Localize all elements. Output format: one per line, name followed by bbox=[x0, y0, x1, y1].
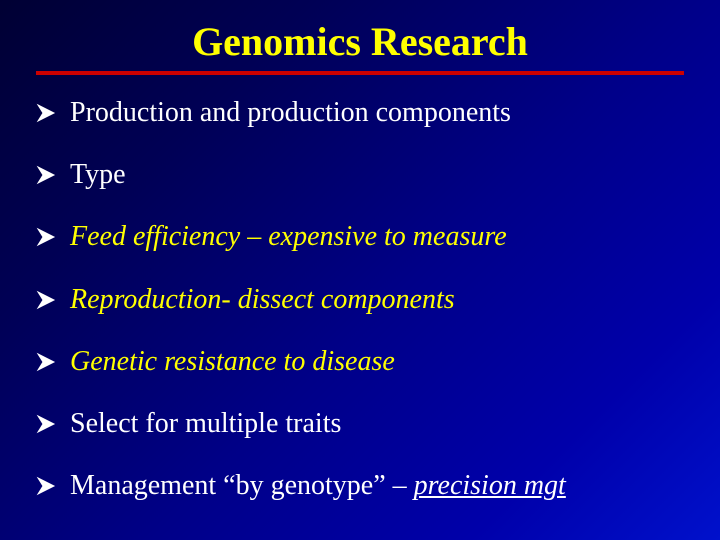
arrow-icon bbox=[36, 227, 56, 247]
bullet-text: Reproduction- dissect components bbox=[70, 284, 684, 316]
bullet-text-plain: Management “by genotype” – bbox=[70, 470, 414, 501]
bullet-text-underlined: precision mgt bbox=[414, 470, 566, 501]
slide: Genomics Research Production and product… bbox=[0, 0, 720, 540]
bullet-text: Feed efficiency – expensive to measure bbox=[70, 221, 684, 253]
slide-title: Genomics Research bbox=[36, 18, 684, 65]
bullet-item: Management “by genotype” – precision mgt bbox=[36, 470, 684, 502]
bullet-text: Type bbox=[70, 159, 684, 191]
arrow-icon bbox=[36, 103, 56, 123]
arrow-icon bbox=[36, 290, 56, 310]
arrow-icon bbox=[36, 476, 56, 496]
bullet-item: Reproduction- dissect components bbox=[36, 284, 684, 316]
bullet-text: Management “by genotype” – precision mgt bbox=[70, 470, 684, 502]
arrow-icon bbox=[36, 352, 56, 372]
bullet-list: Production and production components Type… bbox=[36, 97, 684, 502]
bullet-item: Select for multiple traits bbox=[36, 408, 684, 440]
bullet-text: Genetic resistance to disease bbox=[70, 346, 684, 378]
divider-rule bbox=[36, 71, 684, 75]
bullet-text: Select for multiple traits bbox=[70, 408, 684, 440]
bullet-item: Type bbox=[36, 159, 684, 191]
bullet-text: Production and production components bbox=[70, 97, 684, 129]
bullet-item: Feed efficiency – expensive to measure bbox=[36, 221, 684, 253]
arrow-icon bbox=[36, 414, 56, 434]
bullet-item: Genetic resistance to disease bbox=[36, 346, 684, 378]
bullet-item: Production and production components bbox=[36, 97, 684, 129]
arrow-icon bbox=[36, 165, 56, 185]
